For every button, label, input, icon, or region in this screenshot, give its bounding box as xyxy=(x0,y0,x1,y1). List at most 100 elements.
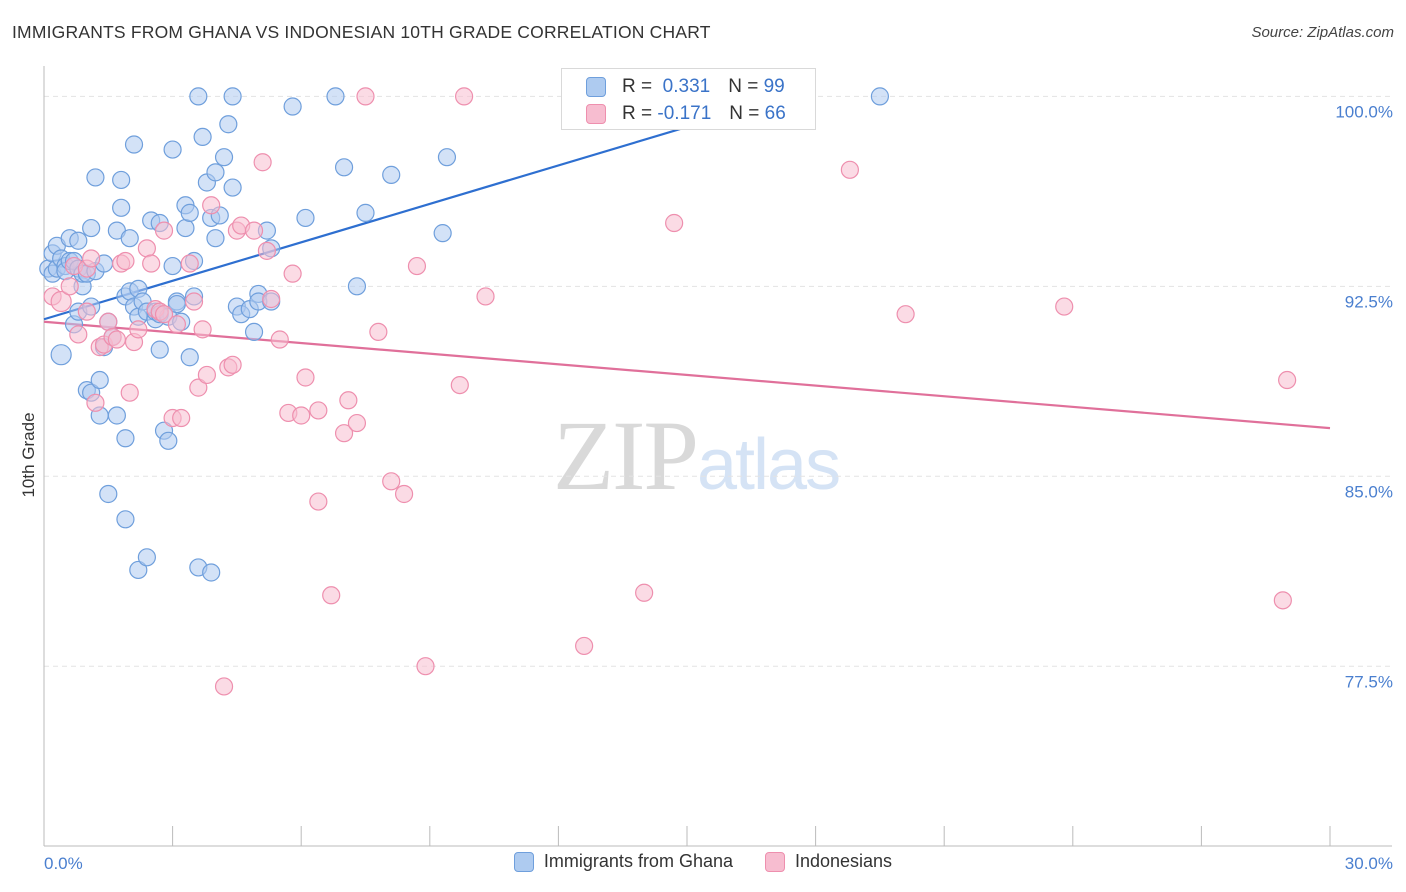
trend-line-indonesians xyxy=(43,320,1331,430)
legend-r-value-indonesians: -0.171 xyxy=(657,103,712,124)
point-ghana xyxy=(159,431,178,450)
x-tick-label-0: 0.0% xyxy=(44,854,83,873)
point-indonesians xyxy=(244,221,264,240)
trend-line-ghana xyxy=(43,110,739,321)
point-indonesians xyxy=(896,305,915,324)
series-legend: Immigrants from Ghana Indonesians xyxy=(0,851,1406,872)
point-ghana xyxy=(137,548,156,567)
point-indonesians xyxy=(137,239,156,258)
point-ghana xyxy=(129,560,148,580)
point-ghana xyxy=(206,163,225,182)
point-ghana xyxy=(296,208,315,228)
y-tick-label-3: 77.5% xyxy=(1345,672,1393,691)
legend-item-indonesians[interactable]: Indonesians xyxy=(764,851,892,872)
point-indonesians xyxy=(369,322,388,342)
point-indonesians xyxy=(184,292,204,311)
legend-row-ghana: R = 0.331 N = 99 xyxy=(586,74,785,100)
legend-label-ghana: Immigrants from Ghana xyxy=(543,851,733,871)
point-indonesians xyxy=(253,153,272,172)
point-ghana xyxy=(99,484,118,504)
trend-lines xyxy=(43,110,1331,430)
legend-r-value-ghana: 0.331 xyxy=(662,76,711,97)
point-ghana xyxy=(86,168,105,187)
point-indonesians xyxy=(407,256,427,276)
point-indonesians xyxy=(296,368,315,387)
point-indonesians xyxy=(197,365,216,385)
point-ghana xyxy=(347,277,367,296)
legend-swatch-ghana xyxy=(586,77,606,97)
watermark-zip: ZIP xyxy=(553,400,699,511)
point-ghana xyxy=(120,229,139,248)
point-indonesians xyxy=(450,375,469,395)
point-ghana xyxy=(82,218,101,238)
point-ghana xyxy=(202,563,221,582)
point-indonesians xyxy=(665,213,684,233)
legend-r-label: R = xyxy=(622,76,653,97)
point-ghana xyxy=(356,203,375,222)
point-indonesians xyxy=(283,264,302,283)
legend-item-ghana[interactable]: Immigrants from Ghana xyxy=(513,851,733,872)
point-indonesians xyxy=(309,492,328,511)
legend-row-indonesians: R = -0.171 N = 66 xyxy=(586,101,786,127)
watermark-atlas: atlas xyxy=(697,425,841,505)
point-ghana xyxy=(163,256,182,276)
point-indonesians xyxy=(129,320,148,339)
chart-title: IMMIGRANTS FROM GHANA VS INDONESIAN 10TH… xyxy=(12,22,711,42)
point-indonesians xyxy=(167,315,186,334)
point-indonesians xyxy=(262,289,281,309)
point-indonesians xyxy=(142,254,161,273)
point-indonesians xyxy=(154,305,174,324)
point-indonesians xyxy=(50,290,72,313)
point-indonesians xyxy=(334,424,354,443)
point-indonesians xyxy=(394,484,414,504)
legend-swatch-indonesians xyxy=(764,851,785,872)
point-indonesians xyxy=(454,87,474,106)
point-ghana xyxy=(244,322,264,342)
legend-swatch-ghana xyxy=(513,851,534,872)
point-ghana xyxy=(223,87,242,106)
point-indonesians xyxy=(476,287,495,306)
point-ghana xyxy=(124,135,144,154)
x-tick-label-1: 30.0% xyxy=(1345,854,1393,873)
point-indonesians xyxy=(635,583,654,602)
point-ghana xyxy=(223,178,242,197)
point-ghana xyxy=(69,231,88,250)
point-ghana xyxy=(193,127,212,147)
point-ghana xyxy=(334,158,354,177)
legend-n-label: N = xyxy=(729,103,760,124)
y-axis-label: 10th Grade xyxy=(19,412,38,497)
point-ghana xyxy=(870,87,890,106)
point-ghana xyxy=(189,87,208,106)
legend-n-value-ghana: 99 xyxy=(763,76,785,97)
point-indonesians xyxy=(77,302,96,321)
point-ghana xyxy=(150,340,169,359)
point-indonesians xyxy=(202,196,221,215)
point-indonesians xyxy=(270,330,289,349)
point-ghana xyxy=(163,140,182,159)
point-ghana xyxy=(90,370,109,390)
tick-labels: 100.0% 92.5% 85.0% 77.5% 0.0% 30.0% xyxy=(44,103,1393,873)
point-indonesians xyxy=(69,325,88,344)
legend-r-label: R = xyxy=(622,103,653,124)
point-ghana xyxy=(112,198,131,217)
point-ghana xyxy=(116,429,135,448)
point-indonesians xyxy=(1273,591,1292,610)
point-indonesians xyxy=(1278,370,1297,390)
point-indonesians xyxy=(214,677,234,696)
legend-n-value-indonesians: 66 xyxy=(764,103,786,124)
point-indonesians xyxy=(356,87,375,106)
point-indonesians xyxy=(257,241,277,260)
point-indonesians xyxy=(339,391,358,410)
point-indonesians xyxy=(107,330,126,349)
point-indonesians xyxy=(382,472,401,491)
point-indonesians xyxy=(347,413,367,433)
point-ghana xyxy=(326,87,345,106)
point-indonesians xyxy=(416,657,435,676)
point-indonesians xyxy=(99,312,118,331)
point-indonesians xyxy=(223,355,242,374)
point-ghana xyxy=(219,115,238,134)
point-ghana xyxy=(437,148,457,167)
point-indonesians xyxy=(193,320,212,339)
watermark: ZIPatlas xyxy=(553,398,841,513)
